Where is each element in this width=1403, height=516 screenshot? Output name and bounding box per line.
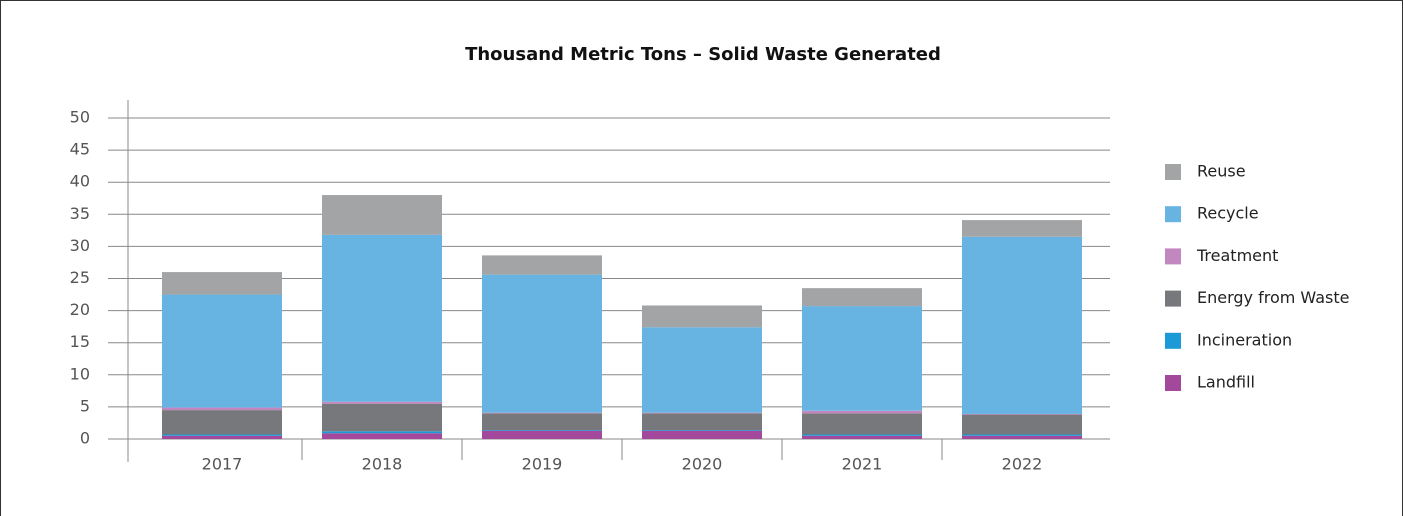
legend-label: Reuse (1197, 162, 1246, 181)
x-tick-label: 2019 (522, 455, 563, 474)
bar-segment (802, 288, 922, 307)
bar-segment (482, 255, 602, 275)
bar-segment (162, 407, 282, 411)
bar-segment (162, 294, 282, 408)
y-tick-label: 25 (70, 268, 90, 287)
chart-title: Thousand Metric Tons – Solid Waste Gener… (465, 44, 941, 65)
bar-segment (962, 434, 1082, 436)
bar-segment (962, 414, 1082, 435)
y-tick-label: 0 (80, 429, 90, 448)
y-tick-label: 40 (70, 172, 90, 191)
legend-swatch (1165, 290, 1181, 307)
bar-segment (642, 412, 762, 414)
legend-label: Treatment (1196, 246, 1278, 265)
bar-segment (802, 434, 922, 436)
y-tick-label: 20 (70, 300, 90, 319)
bar-segment (642, 305, 762, 328)
bar-segment (642, 430, 762, 431)
bar-segment (962, 413, 1082, 415)
bar-segment (962, 236, 1082, 414)
legend-swatch (1165, 206, 1181, 223)
bar-segment (482, 413, 602, 431)
bar-segment (322, 195, 442, 235)
bar-segment (482, 412, 602, 414)
legend-swatch (1165, 332, 1181, 349)
x-tick-label: 2021 (842, 455, 883, 474)
bar-segment (642, 327, 762, 413)
bar-segment (802, 413, 922, 435)
bar-segment (642, 430, 762, 439)
x-tick-label: 2022 (1002, 455, 1043, 474)
bar-segment (802, 435, 922, 439)
bar-segment (322, 234, 442, 402)
bar-segment (322, 433, 442, 439)
y-tick-label: 45 (70, 140, 90, 159)
x-tick-label: 2017 (202, 455, 243, 474)
legend-label: Landfill (1197, 373, 1255, 392)
y-tick-label: 5 (80, 396, 90, 415)
bar-segment (802, 306, 922, 411)
bar-segment (322, 431, 442, 434)
bar-segment (482, 430, 602, 431)
bar-segment (162, 435, 282, 439)
bar-segment (162, 410, 282, 435)
bar-segment (162, 272, 282, 295)
bar-segment (802, 410, 922, 414)
x-tick-label: 2020 (682, 455, 723, 474)
bar-segment (482, 430, 602, 439)
y-tick-label: 15 (70, 332, 90, 351)
y-tick-label: 30 (70, 236, 90, 255)
legend-swatch (1165, 375, 1181, 391)
bar-segment (162, 434, 282, 436)
legend-swatch (1165, 248, 1181, 265)
bar-segment (642, 413, 762, 431)
legend-label: Incineration (1197, 330, 1292, 349)
bar-segment (962, 220, 1082, 237)
bar-segment (962, 435, 1082, 439)
legend-label: Recycle (1197, 204, 1259, 223)
legend-swatch (1165, 164, 1181, 180)
y-tick-label: 10 (70, 364, 90, 383)
x-tick-label: 2018 (362, 455, 403, 474)
y-tick-label: 50 (70, 108, 90, 127)
legend-label: Energy from Waste (1197, 288, 1349, 307)
bar-segment (322, 401, 442, 404)
y-tick-label: 35 (70, 204, 90, 223)
bar-segment (322, 403, 442, 432)
bar-segment (482, 274, 602, 413)
